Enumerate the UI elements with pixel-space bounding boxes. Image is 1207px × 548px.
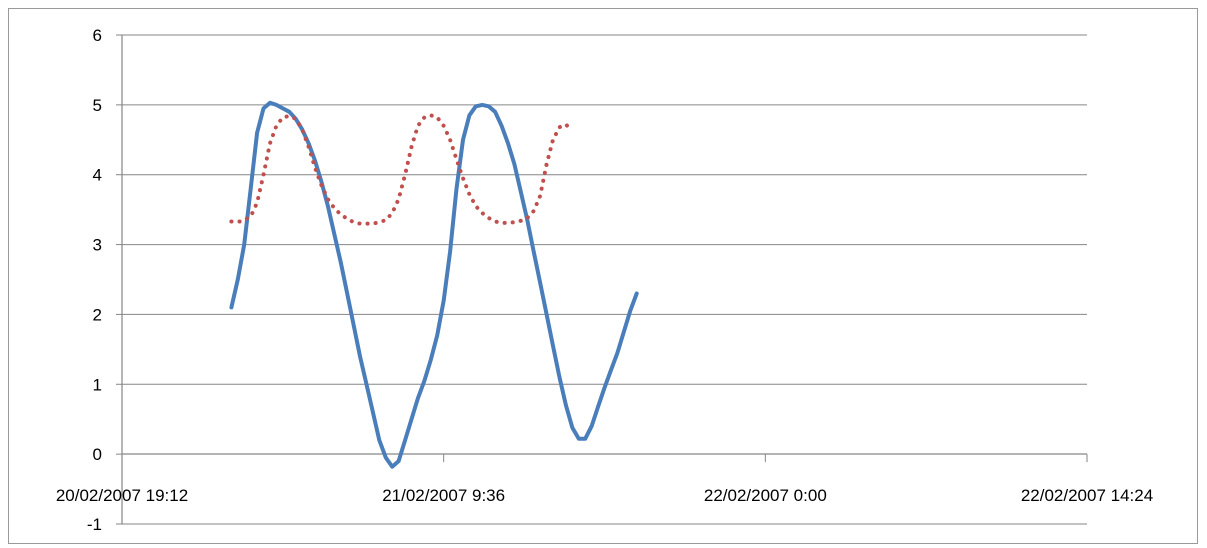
gridlines [116,34,1088,525]
x-tick-label: 20/02/2007 19:12 [56,486,188,505]
x-tick-label: 21/02/2007 9:36 [382,486,505,505]
x-tick-label: 22/02/2007 0:00 [704,486,827,505]
y-tick-label: 3 [93,236,102,255]
axes [121,35,1087,524]
y-tick-label: 5 [93,96,102,115]
x-tick-label: 22/02/2007 14:24 [1021,486,1153,505]
y-tick-label: 6 [93,26,102,45]
y-tick-label: 4 [93,166,102,185]
series [229,100,639,469]
y-tick-label: -1 [87,515,102,534]
series-line-solid [229,100,639,469]
series-line-dotted [229,113,575,226]
y-tick-label: 1 [93,375,102,394]
chart-frame [8,8,1198,544]
y-tick-label: 2 [93,305,102,324]
x-tick-labels: 20/02/2007 19:12 21/02/2007 9:36 22/02/200… [56,486,1153,505]
y-tick-labels: 6 5 4 3 2 1 0 -1 [87,26,102,534]
y-tick-label: 0 [93,445,102,464]
